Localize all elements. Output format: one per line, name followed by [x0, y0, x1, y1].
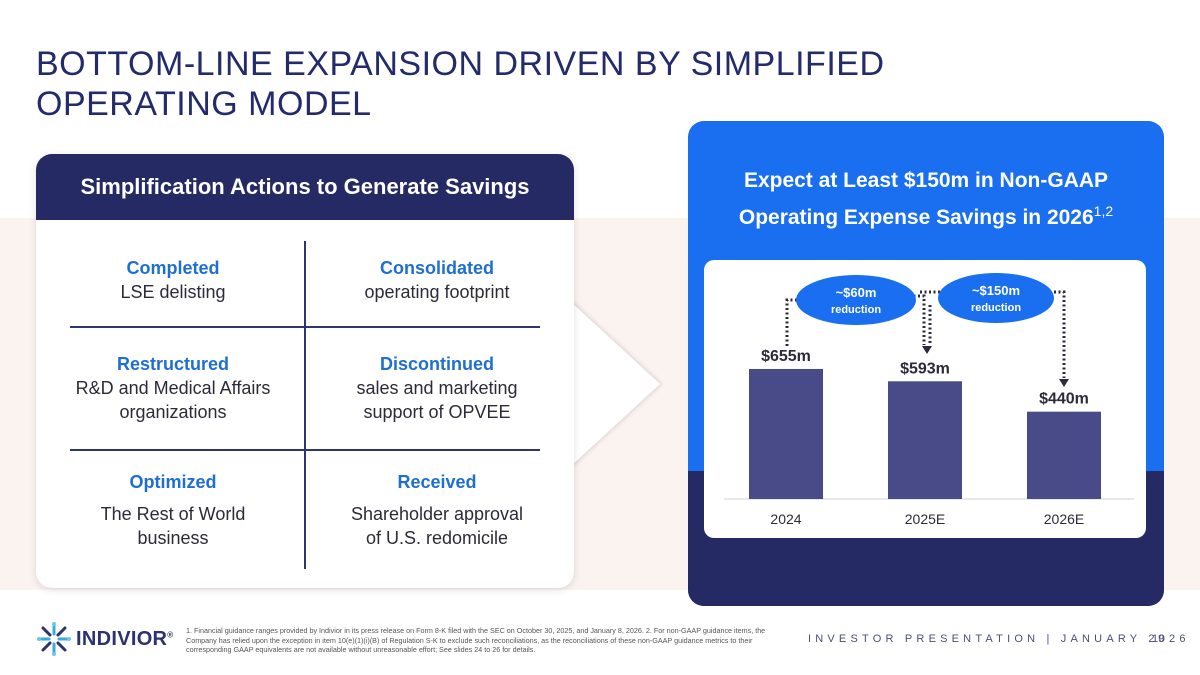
action-heading: Completed	[126, 258, 220, 278]
action-body: organizations	[119, 402, 227, 422]
indivior-logo-mark-icon	[37, 622, 71, 656]
arrow-head-icon	[922, 346, 932, 354]
reduction-amount: ~$150m	[972, 283, 1020, 298]
reduction-text: reduction	[971, 302, 1021, 314]
action-body: sales and marketing	[356, 378, 518, 398]
action-cell-optimized: Optimized The Rest of World business	[56, 470, 290, 550]
indivior-logo-text: INDIVIOR®	[76, 627, 174, 650]
grid-vertical-divider	[304, 241, 306, 569]
footnote-ref: 1,2	[1093, 203, 1114, 219]
opex-bar-chart: ~$60m reduction ~$150m reduction $655m 2024 $…	[724, 273, 1134, 527]
reduction-amount: ~$60m	[836, 285, 877, 300]
bar-2026E	[1027, 411, 1101, 499]
action-heading: Optimized	[129, 472, 217, 492]
simplification-panel-header: Simplification Actions to Generate Savin…	[36, 154, 574, 220]
action-cell-completed: Completed LSE delisting	[56, 256, 290, 304]
bar-2025E	[888, 381, 962, 499]
action-heading: Consolidated	[379, 258, 494, 278]
connector-line	[1054, 290, 1066, 378]
chart-card: ~$60m reduction ~$150m reduction $655m 2024 $…	[704, 260, 1146, 538]
arrow-pointer	[560, 292, 660, 476]
action-cell-restructured: Restructured R&D and Medical Affairs org…	[56, 352, 290, 424]
action-cell-discontinued: Discontinued sales and marketing support…	[320, 352, 554, 424]
indivior-logo: INDIVIOR®	[36, 621, 174, 657]
slide-title: BOTTOM-LINE EXPANSION DRIVEN BY SIMPLIFI…	[36, 44, 936, 124]
value-label: $655m	[761, 348, 811, 365]
x-tick-label: 2024	[770, 511, 801, 527]
action-body: of U.S. redomicile	[365, 528, 509, 548]
arrow-head-icon	[1059, 379, 1069, 387]
presentation-label: INVESTOR PRESENTATION | JANUARY 2026	[808, 633, 1190, 645]
grid-horizontal-divider	[70, 326, 540, 328]
value-label: $440m	[1039, 391, 1089, 408]
savings-panel-title: Expect at Least $150m in Non-GAAP Operat…	[688, 165, 1164, 233]
reduction-bubble	[796, 275, 916, 325]
action-body: The Rest of World	[100, 504, 246, 524]
action-cell-received: Received Shareholder approval of U.S. re…	[320, 470, 554, 550]
x-tick-label: 2026E	[1044, 511, 1084, 527]
action-heading: Received	[397, 472, 477, 492]
page-number: 19	[1152, 633, 1165, 645]
savings-title-line1: Expect at Least $150m in Non-GAAP	[743, 169, 1109, 192]
action-body: support of OPVEE	[363, 402, 511, 422]
reduction-text: reduction	[831, 304, 881, 316]
action-heading: Restructured	[116, 354, 230, 374]
grid-horizontal-divider	[70, 449, 540, 451]
x-tick-label: 2025E	[905, 511, 945, 527]
savings-title-line2: Operating Expense Savings in 2026	[738, 206, 1094, 229]
bar-2024	[749, 368, 823, 499]
footnote: 1. Financial guidance ranges provided by…	[186, 626, 766, 654]
action-cell-consolidated: Consolidated operating footprint	[320, 256, 554, 304]
value-label: $593m	[900, 360, 950, 377]
slide-title-line1: BOTTOM-LINE EXPANSION DRIVEN BY SIMPLIFI…	[36, 45, 885, 83]
action-body: business	[137, 528, 209, 548]
action-body: R&D and Medical Affairs	[75, 378, 271, 398]
connector-line	[785, 298, 799, 346]
action-body: operating footprint	[364, 282, 510, 302]
action-heading: Discontinued	[379, 354, 494, 374]
action-body: LSE delisting	[120, 282, 226, 302]
slide-title-line2: OPERATING MODEL	[36, 85, 372, 123]
reduction-bubble	[938, 273, 1054, 323]
action-body: Shareholder approval	[350, 504, 524, 524]
